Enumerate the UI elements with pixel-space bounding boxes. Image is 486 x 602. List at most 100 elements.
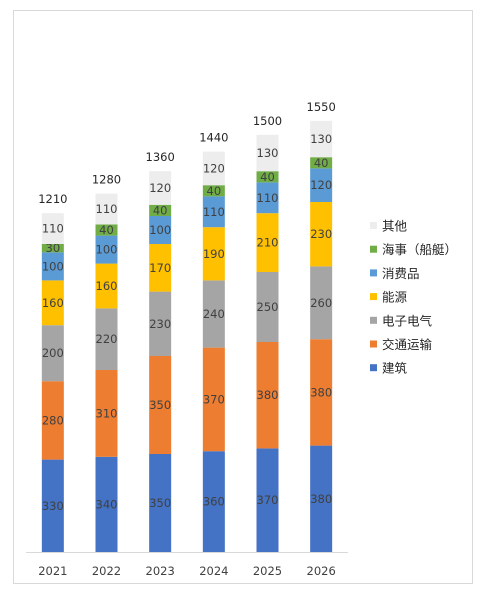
data-label-series-1-2021: 280 (42, 413, 64, 427)
legend-swatch-series-1 (370, 340, 377, 348)
data-label-series-2-2026: 260 (310, 296, 332, 310)
bar-series-1-2021 (41, 381, 64, 460)
x-tick-label-2021: 2021 (38, 564, 67, 578)
x-tick-label-2025: 2025 (253, 564, 282, 578)
legend-label-series-5: 海事（船艇） (382, 242, 457, 257)
chart-frame: 330 280 200 160 100 30 110 1210 2021 340 310 220 160… (13, 10, 473, 584)
legend-swatch-series-6 (370, 222, 377, 229)
data-label-series-3-2025: 210 (257, 236, 279, 250)
data-label-series-4-2022: 100 (96, 243, 118, 257)
bar-series-3-2022 (95, 263, 118, 309)
bar-series-1-2024 (202, 347, 225, 452)
data-label-series-5-2025: 40 (260, 170, 275, 184)
bar-series-4-2026 (310, 168, 333, 202)
bar-series-0-2022 (95, 456, 118, 552)
legend-swatch-series-0 (370, 364, 377, 372)
data-label-series-6-2026: 130 (310, 132, 332, 146)
data-label-series-5-2023: 40 (153, 203, 168, 217)
total-label-2026: 1550 (307, 100, 336, 114)
total-label-2022: 1280 (92, 173, 121, 187)
data-label-series-5-2024: 40 (207, 184, 222, 198)
data-label-series-1-2022: 310 (96, 406, 118, 420)
data-label-series-6-2024: 120 (203, 161, 225, 175)
legend-label-series-2: 电子电气 (382, 313, 433, 328)
data-label-series-0-2024: 360 (203, 495, 225, 509)
legend-label-series-1: 交通运输 (382, 337, 433, 352)
bar-series-1-2025 (256, 342, 279, 449)
data-label-series-5-2021: 30 (46, 241, 61, 255)
bar-series-3-2021 (41, 280, 64, 326)
bar-series-2-2021 (41, 325, 64, 382)
total-label-2023: 1360 (146, 150, 175, 164)
bar-series-1-2023 (149, 356, 172, 454)
bar-series-3-2026 (310, 202, 333, 267)
x-tick-label-2023: 2023 (146, 564, 175, 578)
legend-swatch-series-4 (370, 269, 377, 277)
total-label-2021: 1210 (38, 192, 67, 206)
data-label-series-4-2023: 100 (149, 223, 171, 237)
legend-swatch-series-2 (370, 316, 377, 324)
data-label-series-3-2026: 230 (310, 227, 332, 241)
data-label-series-4-2026: 120 (310, 178, 332, 192)
data-label-series-1-2023: 350 (149, 398, 171, 412)
x-tick-label-2024: 2024 (199, 564, 228, 578)
bar-series-2-2023 (149, 291, 172, 356)
bar-series-5-2023 (149, 204, 172, 216)
legend-label-series-6: 其他 (382, 219, 408, 234)
data-label-series-0-2023: 350 (149, 496, 171, 510)
legend-label-series-3: 能源 (382, 290, 408, 305)
data-label-series-0-2025: 370 (257, 493, 279, 507)
bar-series-2-2025 (256, 272, 279, 342)
total-label-2024: 1440 (199, 131, 228, 145)
bar-series-4-2024 (202, 196, 225, 228)
data-label-series-2-2024: 240 (203, 307, 225, 321)
bar-series-4-2021 (41, 252, 64, 281)
data-label-series-4-2024: 110 (203, 205, 225, 219)
bar-series-0-2024 (202, 451, 225, 552)
data-label-series-5-2022: 40 (99, 223, 114, 237)
bar-series-0-2025 (256, 448, 279, 552)
bar-series-3-2025 (256, 213, 279, 272)
bar-series-5-2022 (95, 224, 118, 236)
bar-series-6-2022 (95, 193, 118, 225)
stacked-bar-chart: 330 280 200 160 100 30 110 1210 2021 340 310 220 160… (26, 100, 457, 578)
total-label-2025: 1500 (253, 114, 282, 128)
bar-series-5-2026 (310, 157, 333, 169)
bar-series-6-2024 (202, 151, 225, 186)
bar-series-2-2022 (95, 308, 118, 370)
data-label-series-3-2024: 190 (203, 247, 225, 261)
data-label-series-2-2023: 230 (149, 317, 171, 331)
data-label-series-1-2025: 380 (257, 388, 279, 402)
data-label-series-4-2021: 100 (42, 259, 64, 273)
bar-series-0-2026 (310, 445, 333, 552)
legend-label-series-4: 消费品 (382, 266, 420, 281)
legend-label-series-0: 建筑 (382, 361, 408, 376)
data-label-series-0-2022: 340 (96, 497, 118, 511)
bar-series-2-2026 (310, 266, 333, 340)
bar-series-5-2025 (256, 171, 279, 183)
bar-series-2-2024 (202, 280, 225, 348)
data-label-series-6-2025: 130 (257, 146, 279, 160)
bar-series-5-2024 (202, 185, 225, 197)
data-label-series-1-2024: 370 (203, 392, 225, 406)
legend-swatch-series-5 (370, 245, 377, 253)
bar-series-6-2025 (256, 134, 279, 172)
bar-series-0-2023 (149, 454, 172, 552)
bar-series-1-2022 (95, 370, 118, 457)
data-label-series-3-2022: 160 (96, 279, 118, 293)
bar-series-5-2021 (41, 244, 64, 253)
bar-series-1-2026 (310, 339, 333, 446)
bar-series-0-2021 (41, 459, 64, 552)
data-label-series-6-2023: 120 (149, 181, 171, 195)
legend-swatch-series-3 (370, 293, 377, 301)
bar-series-4-2025 (256, 182, 279, 214)
data-label-series-2-2022: 220 (96, 332, 118, 346)
data-label-series-2-2025: 250 (257, 300, 279, 314)
data-label-series-2-2021: 200 (42, 346, 64, 360)
data-label-series-6-2022: 110 (96, 202, 118, 216)
data-label-series-5-2026: 40 (314, 156, 329, 170)
bar-series-4-2023 (149, 216, 172, 244)
bar-series-4-2022 (95, 235, 118, 264)
bar-series-3-2024 (202, 227, 225, 281)
data-label-series-4-2025: 110 (257, 191, 279, 205)
